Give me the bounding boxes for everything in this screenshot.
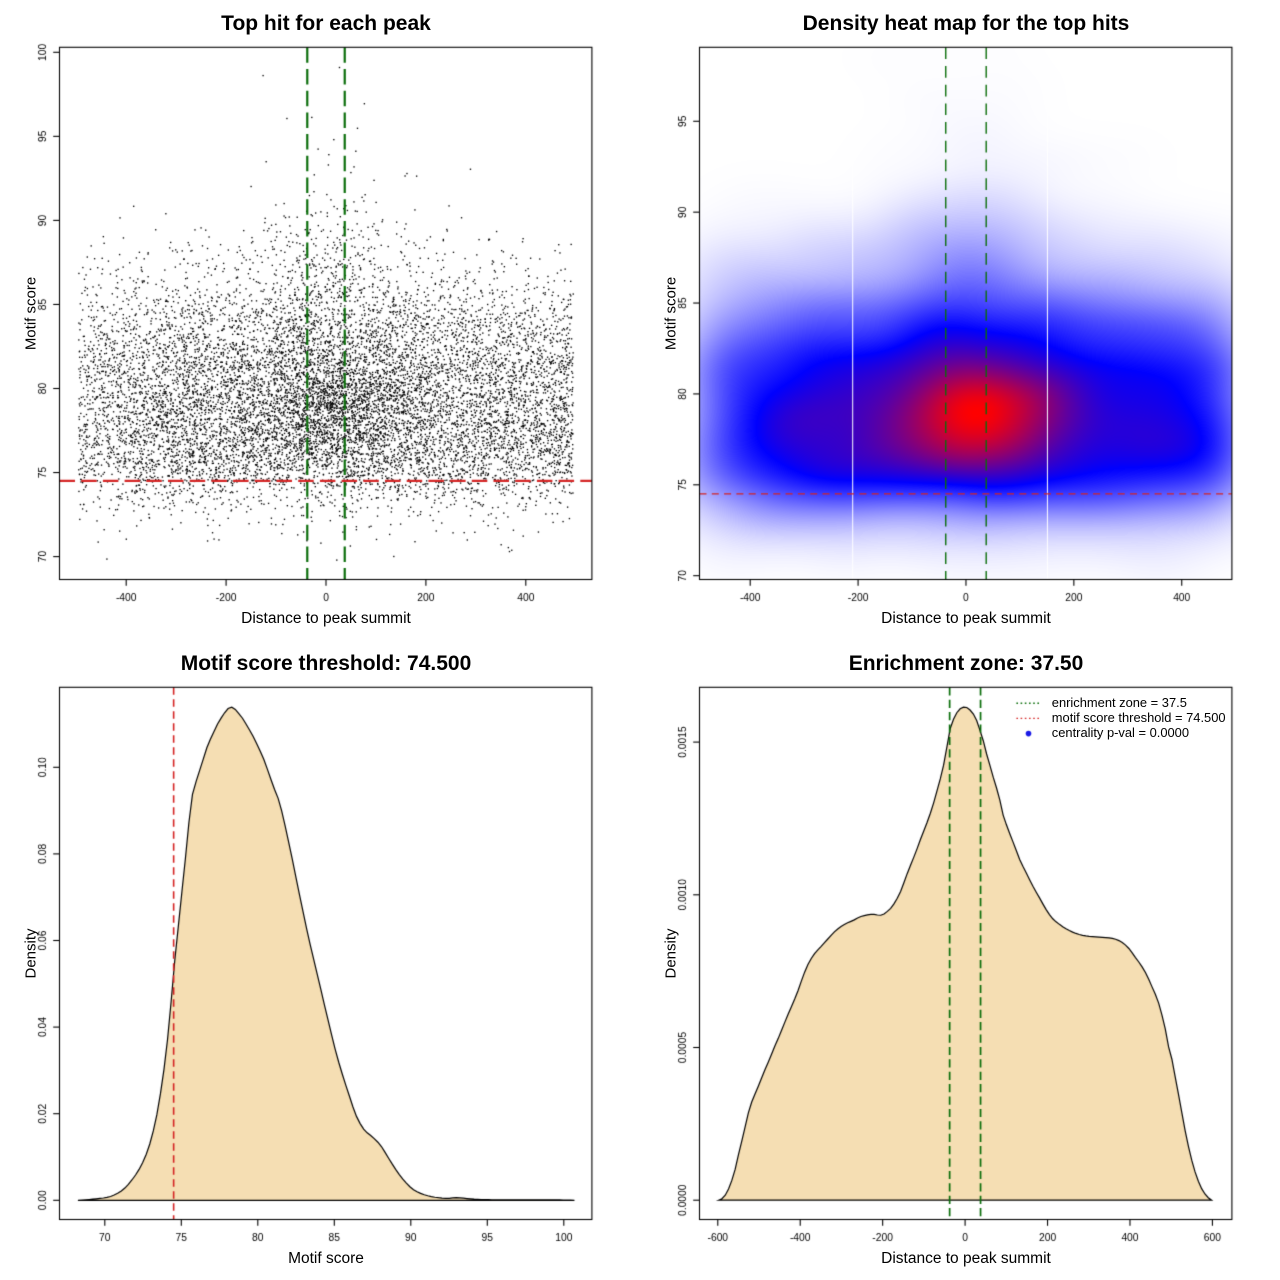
panel-title: Density heat map for the top hits <box>802 12 1130 35</box>
y-axis-label: Density <box>662 928 680 979</box>
legend-label-score-threshold: motif score threshold = 74.500 <box>1051 710 1226 726</box>
score-density-canvas <box>0 640 640 1280</box>
y-axis-label: Density <box>22 928 40 979</box>
legend-label-centrality-pval: centrality p-val = 0.0000 <box>1051 725 1190 741</box>
x-axis-label: Distance to peak summit <box>881 1249 1051 1267</box>
y-axis-label: Motif score <box>662 276 680 351</box>
panel-top-hit-scatter: Top hit for each peak Distance to peak s… <box>0 0 640 640</box>
panel-title: Enrichment zone: 37.50 <box>848 652 1084 675</box>
distance-density-canvas <box>640 640 1280 1280</box>
legend-label-enrichment-zone: enrichment zone = 37.5 <box>1051 695 1187 710</box>
panel-title: Motif score threshold: 74.500 <box>180 652 472 675</box>
y-axis-label: Motif score <box>22 276 40 351</box>
x-axis-label: Motif score <box>288 1249 364 1267</box>
x-axis-label: Distance to peak summit <box>881 609 1051 627</box>
panel-distance-density: Enrichment zone: 37.50 Distance to peak … <box>640 640 1280 1280</box>
panel-density-heatmap: Density heat map for the top hits Distan… <box>640 0 1280 640</box>
panel-title: Top hit for each peak <box>221 12 431 35</box>
scatter-plot-canvas <box>0 0 640 640</box>
heatmap-canvas <box>640 0 1280 640</box>
panel-score-density: Motif score threshold: 74.500 Motif scor… <box>0 640 640 1280</box>
x-axis-label: Distance to peak summit <box>241 609 411 627</box>
